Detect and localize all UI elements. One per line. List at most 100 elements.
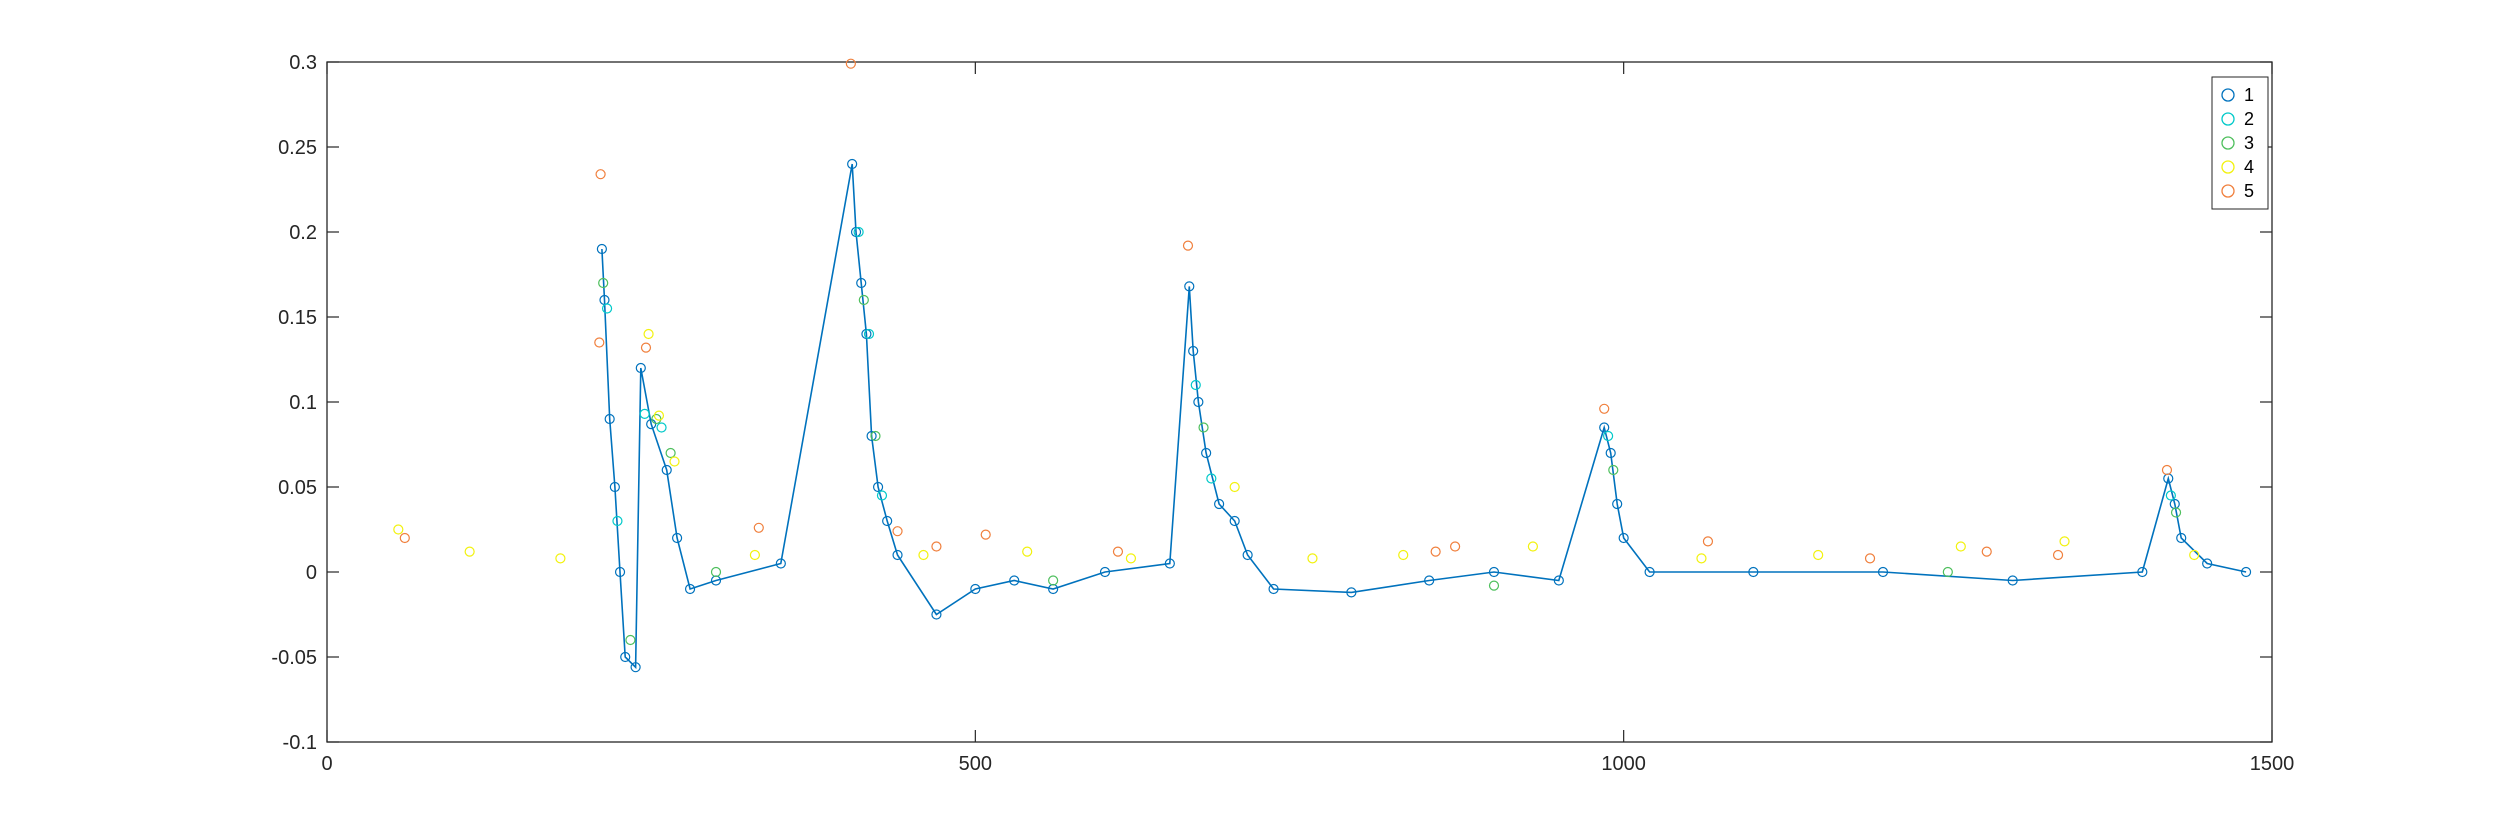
series-5-point — [753, 522, 764, 533]
series-4-point — [1398, 549, 1409, 561]
series-4-point — [2059, 536, 2070, 547]
series-4-point — [1022, 546, 1033, 557]
series-2-point — [601, 303, 613, 314]
series-1-point — [775, 558, 786, 569]
axes-box — [326, 61, 2273, 743]
series-1-point — [1618, 532, 1629, 544]
series-1-point — [2137, 566, 2148, 578]
y-tick-label: 0.05 — [278, 477, 317, 499]
series-4-point — [749, 549, 761, 561]
series-2-point — [2165, 490, 2176, 501]
series-1-point — [872, 481, 884, 493]
series-3-point — [651, 413, 662, 425]
series-1-point — [1748, 566, 1759, 578]
x-tick-label: 1000 — [1601, 753, 1646, 775]
series-5-point — [980, 529, 991, 540]
series-1-point — [850, 226, 862, 238]
series-5-point — [1599, 403, 1610, 414]
series-1-point — [1599, 422, 1610, 433]
series-3-point — [1198, 422, 1209, 433]
series-2-point — [639, 408, 650, 419]
legend-marker-1 — [2221, 88, 2235, 102]
series-1-point — [635, 362, 646, 374]
markers — [393, 58, 2252, 673]
legend-marker-5 — [2221, 184, 2235, 198]
series-1-point — [596, 243, 607, 255]
series-1-point — [1605, 447, 1616, 459]
series-1-point — [646, 419, 657, 430]
series-3-point — [2170, 507, 2182, 518]
series-1-point — [1184, 281, 1195, 292]
series-1-point — [1188, 345, 1199, 357]
x-tick-label: 1500 — [2250, 753, 2295, 775]
series-4-point — [393, 524, 404, 535]
series-5-point — [640, 342, 652, 353]
series-5-point — [931, 541, 942, 552]
series-1-point — [671, 532, 683, 544]
series-5-point — [1702, 536, 1714, 547]
x-tick-label: 0 — [321, 753, 332, 775]
series-1-point — [1877, 566, 1889, 578]
series-3-point — [1942, 566, 1953, 578]
series-1-point — [620, 651, 631, 663]
series-2-point — [1206, 473, 1217, 484]
series-5-point — [2161, 464, 2173, 476]
legend: 1 2 3 4 5 — [2211, 76, 2269, 210]
legend-label-3: 3 — [2244, 133, 2254, 153]
legend-label-1: 1 — [2244, 85, 2254, 105]
series-1-point — [856, 277, 867, 289]
series-5-point — [845, 58, 856, 69]
y-tick-label: -0.05 — [271, 647, 317, 669]
series-3-point — [1048, 575, 1059, 586]
series-5-point — [594, 337, 605, 348]
plot-area: 0 500 1000 1500 -0.1 -0.05 0 0.05 0.1 0.15 0.2 0.25… — [271, 52, 2294, 775]
series-1-point — [861, 328, 872, 340]
y-tick-label: 0.15 — [278, 307, 317, 329]
series-3-point — [1488, 580, 1500, 591]
series-1-point — [614, 566, 626, 578]
series-1-point — [2202, 558, 2213, 569]
series-3-point — [858, 294, 869, 306]
series-1-point — [630, 662, 641, 673]
series-1-point — [847, 158, 858, 170]
legend-box — [2211, 76, 2269, 210]
series-5-point — [1449, 541, 1461, 552]
series-2-point — [1190, 379, 1201, 391]
y-tick-label: 0.2 — [289, 222, 317, 244]
series-5-point — [1864, 553, 1876, 564]
series-4-point — [1955, 541, 1966, 552]
series-4-point — [1125, 553, 1137, 564]
series-4-point — [1307, 553, 1318, 564]
series-4-point — [653, 410, 665, 421]
series-3-point — [665, 447, 676, 459]
series-3-point — [870, 430, 881, 442]
legend-entries: 1 2 3 4 5 — [2221, 85, 2254, 201]
series-1-point — [1612, 498, 1623, 510]
series-1-point — [882, 515, 893, 527]
series-1-point — [892, 549, 903, 561]
series-2-point — [1603, 430, 1614, 442]
legend-label-5: 5 — [2244, 181, 2254, 201]
series-5-point — [1182, 240, 1194, 251]
series-1-point — [1099, 566, 1111, 578]
series-1-point — [684, 583, 696, 595]
series-2-point — [863, 328, 875, 340]
series-4-point — [669, 456, 680, 467]
y-tick-label: 0.25 — [278, 137, 317, 159]
series-4-point — [1229, 481, 1240, 493]
series-1-point — [604, 413, 615, 425]
series-3-point — [710, 566, 722, 578]
series-4-point — [643, 328, 654, 340]
y-tick-label: 0.1 — [289, 392, 317, 414]
series-1-point — [1346, 587, 1357, 598]
series-1-point — [609, 481, 620, 493]
series-3-point — [598, 277, 609, 289]
legend-marker-2 — [2221, 112, 2235, 126]
series-4-point — [1527, 541, 1539, 552]
series-5-point — [2052, 549, 2064, 561]
series-1-point — [1193, 396, 1204, 408]
series-1-point — [661, 464, 672, 476]
series-4-point — [1813, 549, 1824, 561]
y-tick-label: 0.3 — [289, 52, 317, 74]
